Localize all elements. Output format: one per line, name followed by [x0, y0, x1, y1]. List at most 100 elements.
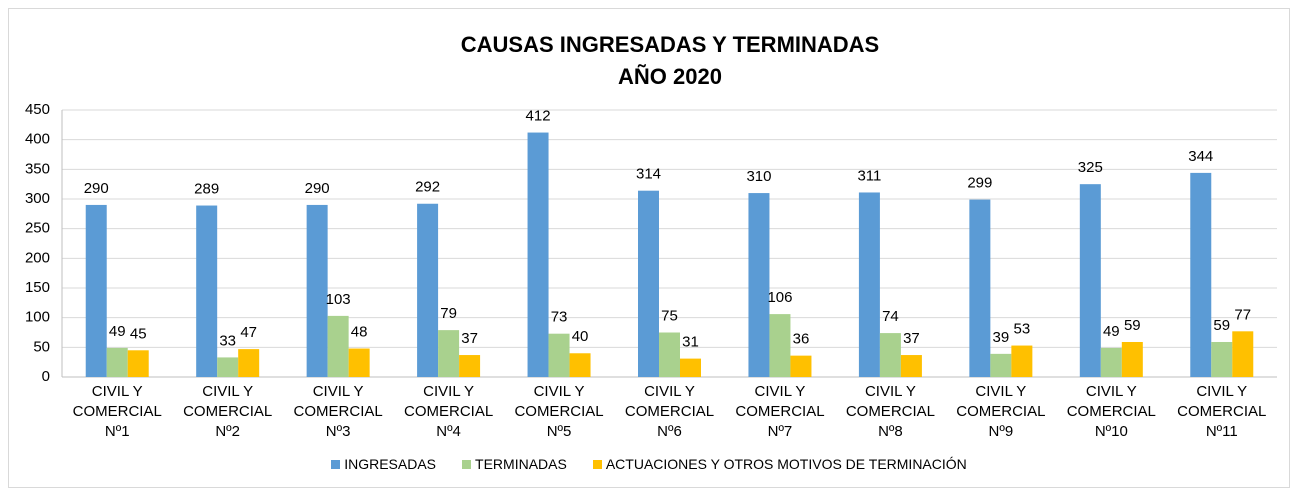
- x-tick-label: CIVIL Y COMERCIAL Nº8: [845, 383, 935, 440]
- value-label: 325: [1078, 159, 1103, 176]
- bar: [548, 333, 570, 377]
- bar: [1079, 184, 1101, 377]
- x-tick-label: CIVIL Y COMERCIAL Nº2: [183, 383, 273, 440]
- value-label: 36: [793, 331, 810, 348]
- legend-label: ACTUACIONES Y OTROS MOTIVOS DE TERMINACI…: [605, 456, 967, 472]
- value-label: 47: [240, 324, 257, 341]
- value-label: 292: [415, 179, 440, 196]
- bar: [327, 315, 349, 377]
- bar: [638, 190, 659, 377]
- bar: [348, 348, 370, 377]
- bar: [569, 353, 591, 377]
- value-label: 106: [767, 289, 792, 306]
- bar: [306, 204, 328, 377]
- value-label: 77: [1234, 306, 1251, 323]
- value-label: 310: [746, 168, 771, 185]
- y-tick-label: 100: [25, 309, 50, 326]
- value-label: 59: [1213, 317, 1230, 334]
- value-label: 314: [636, 166, 661, 183]
- legend-item: TERMINADAS: [462, 456, 567, 472]
- value-label: 45: [130, 325, 147, 342]
- bar: [1100, 347, 1122, 377]
- legend-swatch: [331, 459, 341, 469]
- value-label: 37: [461, 330, 478, 347]
- value-label: 290: [305, 180, 330, 197]
- bar: [417, 203, 439, 377]
- bar: [900, 355, 922, 377]
- legend-swatch: [462, 459, 472, 469]
- value-label: 39: [993, 329, 1010, 346]
- value-label: 73: [551, 309, 568, 326]
- bar: [680, 358, 701, 377]
- y-tick-label: 50: [33, 338, 50, 355]
- x-tick-label: CIVIL Y COMERCIAL Nº5: [514, 383, 604, 440]
- bar: [196, 205, 218, 377]
- value-label: 344: [1188, 148, 1213, 165]
- x-tick-label: CIVIL Y COMERCIAL Nº3: [293, 383, 383, 440]
- x-tick-label: CIVIL Y COMERCIAL Nº1: [72, 383, 162, 440]
- x-tick-label: CIVIL Y COMERCIAL Nº7: [735, 383, 825, 440]
- bar: [659, 332, 680, 377]
- bar: [1190, 172, 1212, 377]
- y-tick-label: 0: [42, 368, 50, 385]
- value-label: 74: [882, 308, 899, 325]
- bar: [527, 132, 549, 377]
- bar: [1121, 341, 1143, 377]
- value-label: 299: [967, 175, 992, 192]
- value-label: 311: [857, 167, 881, 184]
- value-label: 40: [572, 328, 589, 345]
- bar: [969, 199, 991, 377]
- legend-swatch: [592, 459, 602, 469]
- value-label: 290: [84, 180, 109, 197]
- bar: [790, 355, 812, 377]
- bar: [1011, 345, 1033, 377]
- value-label: 48: [351, 323, 368, 340]
- x-tick-label: CIVIL Y COMERCIAL Nº6: [624, 383, 715, 440]
- x-tick-label: CIVIL Y COMERCIAL Nº11: [1177, 383, 1267, 440]
- y-tick-label: 350: [25, 160, 50, 177]
- value-label: 37: [903, 330, 920, 347]
- value-label: 103: [326, 291, 351, 308]
- legend-item: ACTUACIONES Y OTROS MOTIVOS DE TERMINACI…: [592, 456, 967, 472]
- y-tick-label: 400: [25, 131, 50, 148]
- bar: [85, 204, 107, 377]
- x-tick-label: CIVIL Y COMERCIAL Nº10: [1066, 383, 1156, 440]
- value-label: 49: [1103, 323, 1120, 340]
- bar: [1211, 341, 1233, 377]
- bar: [858, 192, 880, 377]
- chart-border: [8, 8, 1290, 488]
- bar: [459, 355, 481, 377]
- bar: [1232, 331, 1254, 377]
- legend-item: INGRESADAS: [331, 456, 436, 472]
- bar: [748, 193, 770, 377]
- x-tick-label: CIVIL Y COMERCIAL Nº4: [403, 383, 494, 440]
- y-tick-label: 150: [25, 279, 50, 296]
- value-label: 53: [1014, 321, 1031, 338]
- bar: [217, 357, 239, 377]
- value-label: 289: [194, 180, 219, 197]
- value-label: 79: [440, 305, 457, 322]
- value-label: 75: [661, 307, 678, 324]
- value-label: 31: [682, 334, 699, 351]
- y-tick-label: 300: [25, 190, 50, 207]
- bar: [238, 349, 260, 377]
- value-label: 49: [109, 323, 126, 340]
- value-label: 59: [1124, 317, 1141, 334]
- y-tick-label: 250: [25, 220, 50, 237]
- legend-label: INGRESADAS: [344, 456, 437, 472]
- x-tick-label: CIVIL Y COMERCIAL Nº9: [956, 383, 1046, 440]
- bar: [990, 353, 1012, 377]
- legend: INGRESADAS TERMINADAS ACTUACIONES Y OTROS …: [0, 456, 1298, 472]
- bar: [127, 350, 149, 377]
- bar: [106, 347, 128, 377]
- legend-label: TERMINADAS: [475, 456, 567, 472]
- y-tick-label: 450: [25, 101, 50, 118]
- value-label: 33: [219, 332, 236, 349]
- chart-title: CAUSAS INGRESADAS Y TERMINADAS: [461, 32, 879, 57]
- bar: [438, 330, 460, 377]
- bar: [879, 333, 901, 377]
- value-label: 412: [526, 108, 551, 125]
- chart-subtitle: AÑO 2020: [618, 64, 722, 89]
